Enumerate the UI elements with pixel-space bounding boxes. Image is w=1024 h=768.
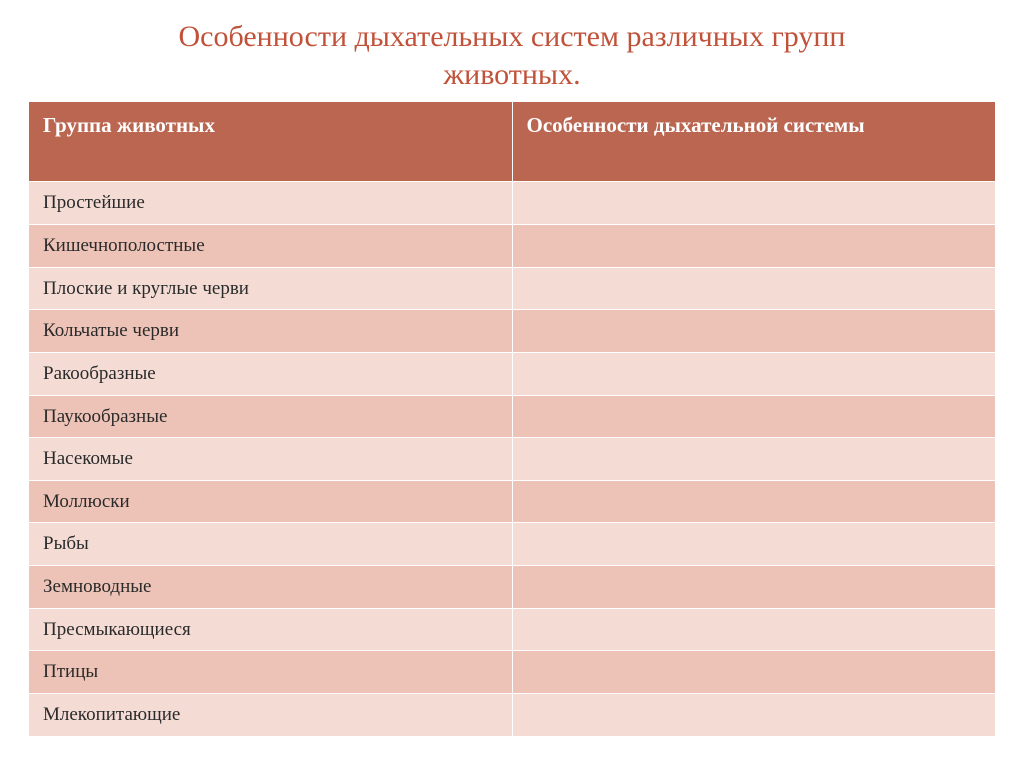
cell-feature <box>512 523 996 566</box>
cell-feature <box>512 224 996 267</box>
cell-feature <box>512 480 996 523</box>
slide-title: Особенности дыхательных систем различных… <box>28 18 996 93</box>
table-row: Простейшие <box>29 182 996 225</box>
cell-feature <box>512 438 996 481</box>
cell-group: Пресмыкающиеся <box>29 608 513 651</box>
cell-group: Простейшие <box>29 182 513 225</box>
cell-feature <box>512 608 996 651</box>
table-header-row: Группа животных Особенности дыхательной … <box>29 102 996 182</box>
header-col-group: Группа животных <box>29 102 513 182</box>
cell-feature <box>512 182 996 225</box>
slide: Особенности дыхательных систем различных… <box>0 0 1024 768</box>
table-row: Насекомые <box>29 438 996 481</box>
header-col-feature: Особенности дыхательной системы <box>512 102 996 182</box>
cell-feature <box>512 310 996 353</box>
table-row: Моллюски <box>29 480 996 523</box>
table-row: Пресмыкающиеся <box>29 608 996 651</box>
cell-group: Рыбы <box>29 523 513 566</box>
table-row: Плоские и круглые черви <box>29 267 996 310</box>
table-row: Птицы <box>29 651 996 694</box>
table-row: Рыбы <box>29 523 996 566</box>
cell-feature <box>512 566 996 609</box>
cell-group: Кишечнополостные <box>29 224 513 267</box>
table-row: Паукообразные <box>29 395 996 438</box>
cell-group: Ракообразные <box>29 352 513 395</box>
cell-group: Плоские и круглые черви <box>29 267 513 310</box>
cell-feature <box>512 267 996 310</box>
cell-group: Птицы <box>29 651 513 694</box>
cell-group: Насекомые <box>29 438 513 481</box>
cell-group: Паукообразные <box>29 395 513 438</box>
table-row: Кольчатые черви <box>29 310 996 353</box>
cell-feature <box>512 352 996 395</box>
table-row: Млекопитающие <box>29 693 996 736</box>
cell-feature <box>512 693 996 736</box>
cell-group: Моллюски <box>29 480 513 523</box>
cell-feature <box>512 651 996 694</box>
cell-group: Кольчатые черви <box>29 310 513 353</box>
cell-group: Млекопитающие <box>29 693 513 736</box>
title-line2: животных <box>443 58 573 91</box>
respiratory-table: Группа животных Особенности дыхательной … <box>28 101 996 737</box>
title-dot: . <box>573 58 581 91</box>
title-line1: Особенности дыхательных систем различных… <box>179 20 846 53</box>
table-row: Кишечнополостные <box>29 224 996 267</box>
cell-feature <box>512 395 996 438</box>
table-row: Земноводные <box>29 566 996 609</box>
cell-group: Земноводные <box>29 566 513 609</box>
table-row: Ракообразные <box>29 352 996 395</box>
